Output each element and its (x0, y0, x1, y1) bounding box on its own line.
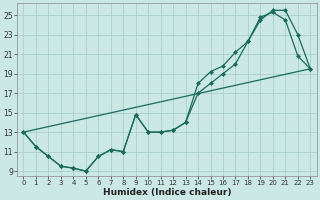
X-axis label: Humidex (Indice chaleur): Humidex (Indice chaleur) (103, 188, 231, 197)
